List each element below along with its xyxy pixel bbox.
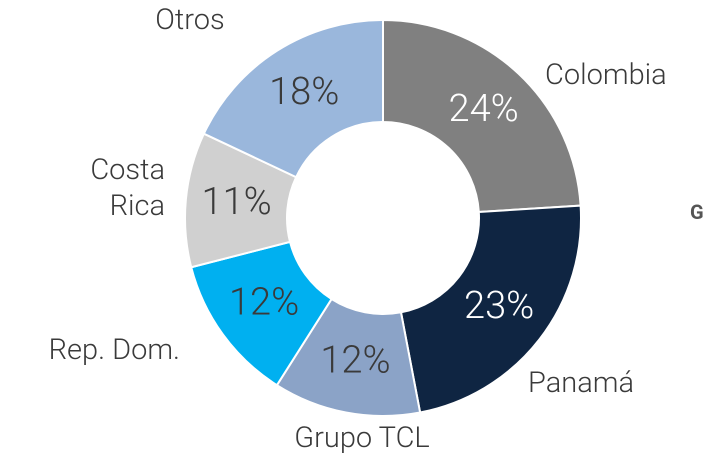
category-label: Rep. Dom. [48, 333, 180, 367]
value-label: 18% [269, 70, 339, 114]
category-label: Panamá [528, 366, 635, 400]
value-label: 24% [449, 87, 519, 131]
value-label: 12% [229, 280, 299, 324]
donut-slice [382, 18, 582, 214]
value-label: 23% [464, 284, 534, 328]
category-label: Costa Rica [90, 153, 165, 223]
donut-slice [202, 18, 384, 179]
value-label: 11% [202, 180, 272, 224]
category-label: Otros [155, 3, 225, 37]
value-label: 12% [320, 338, 390, 382]
annotation: G [690, 200, 703, 224]
category-label: Colombia [545, 58, 667, 92]
donut-slice [399, 204, 582, 414]
category-label: Grupo TCL [294, 421, 430, 455]
